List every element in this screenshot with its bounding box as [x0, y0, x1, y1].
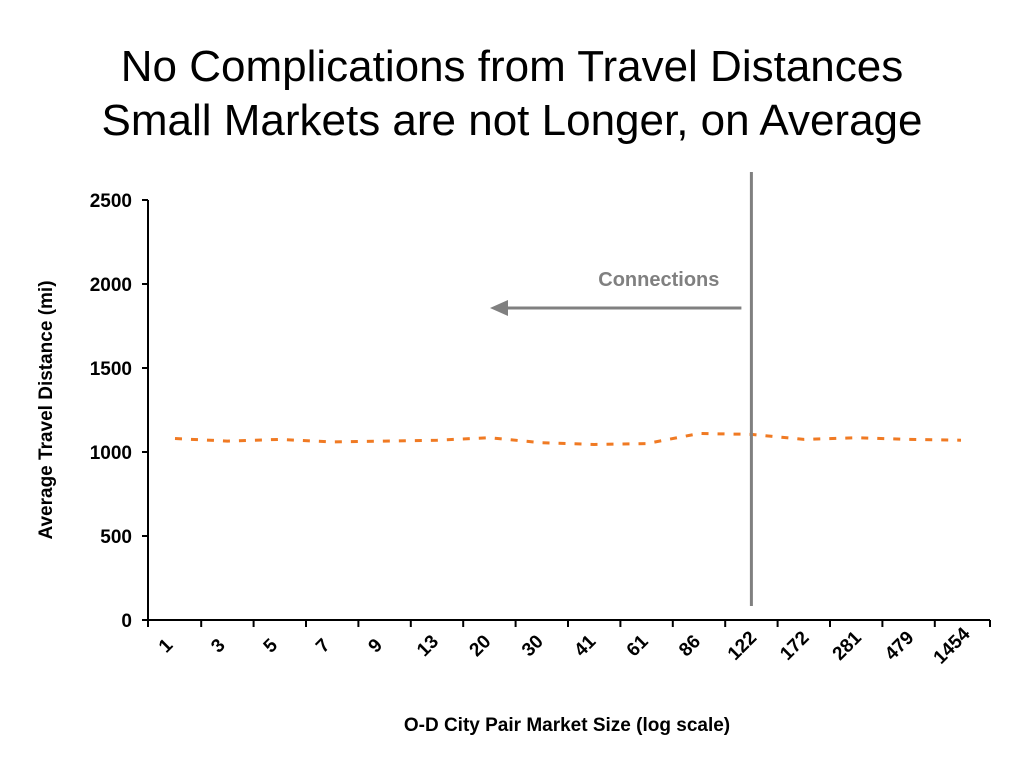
connections-label: Connections	[598, 269, 719, 291]
y-tick-label: 2500	[90, 191, 132, 212]
x-tick-label: 5	[260, 635, 283, 658]
title-line-1: No Complications from Travel Distances	[120, 42, 904, 91]
x-tick-label: 61	[623, 631, 653, 661]
x-tick-label: 13	[413, 631, 443, 661]
x-tick-label: 41	[570, 631, 600, 661]
title-line-2: Small Markets are not Longer, on Average	[101, 96, 923, 145]
y-tick-label: 1000	[90, 443, 132, 464]
y-tick-label: 500	[100, 527, 132, 548]
x-tick-label: 479	[881, 627, 918, 664]
y-axis-title: Average Travel Distance (mi)	[36, 280, 57, 539]
x-tick-label: 172	[776, 627, 813, 664]
x-tick-label: 30	[518, 631, 548, 661]
x-tick-label: 86	[675, 631, 705, 661]
x-tick-label: 281	[829, 627, 867, 665]
connections-arrow-head	[490, 300, 508, 316]
y-tick-label: 0	[121, 611, 132, 632]
y-tick-label: 1500	[90, 359, 132, 380]
x-tick-label: 9	[365, 635, 387, 657]
series-line	[174, 432, 962, 446]
x-tick-label: 7	[312, 635, 334, 657]
x-axis-title: O-D City Pair Market Size (log scale)	[404, 715, 730, 736]
x-tick-label: 3	[207, 635, 229, 657]
y-tick-label: 2000	[90, 275, 132, 296]
slide-title: No Complications from Travel Distances S…	[0, 40, 1024, 148]
x-tick-label: 122	[724, 627, 761, 664]
y-axis-ticks: 0 500 1000 1500 2000 2500	[90, 191, 148, 632]
x-tick-label: 20	[466, 631, 496, 661]
x-tick-label: 1	[155, 635, 178, 658]
x-axis-ticks: 1 3 5 7 9 13 20 30 41 61 86 122 172 281 479 1454	[147, 620, 991, 668]
x-tick-label: 1454	[930, 623, 975, 668]
